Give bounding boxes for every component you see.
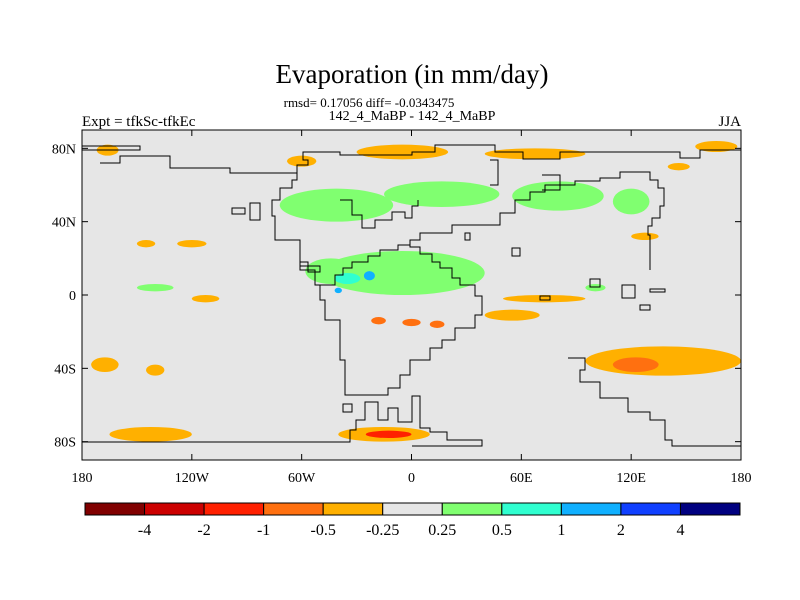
coast-eurasia xyxy=(271,171,665,286)
colorbar-label: 0.5 xyxy=(492,522,512,539)
coast-gondwana xyxy=(319,245,483,396)
region-pacific-west-1 xyxy=(136,240,156,248)
colorbar-swatch xyxy=(144,502,205,516)
region-gondwana-teal-1 xyxy=(334,273,361,284)
island-7 xyxy=(464,232,471,241)
colorbar-swatch xyxy=(322,502,384,516)
colorbar-swatch xyxy=(203,502,265,516)
chart-subtitle: 142_4_MaBP - 142_4_MaBP xyxy=(329,109,496,124)
region-arctic-east-europe xyxy=(356,144,449,160)
colorbar-swatch xyxy=(501,502,562,516)
x-axis: 180 120W 60W 0 60E 120E 180 xyxy=(72,130,752,486)
right-label: JJA xyxy=(718,114,741,130)
coast-eurasia-inner xyxy=(340,199,419,229)
colorbar-label: 0.25 xyxy=(428,522,456,539)
region-tropical-atlantic xyxy=(191,295,220,303)
island-10 xyxy=(639,304,651,311)
island-8 xyxy=(539,295,551,301)
colorbar-label: 2 xyxy=(617,522,625,539)
region-equatorial-band-east xyxy=(585,284,606,292)
colorbar-label: -4 xyxy=(138,522,151,539)
colorbar-label: -0.25 xyxy=(366,522,399,539)
colorbar-swatch xyxy=(263,502,324,516)
coast-north-america xyxy=(100,144,741,174)
region-arctic-siberia xyxy=(484,148,586,160)
colorbar-label: -2 xyxy=(197,522,210,539)
y-tick-label: 40S xyxy=(54,362,76,377)
colorbar-swatch xyxy=(620,502,681,516)
island-2 xyxy=(249,202,261,221)
island-5 xyxy=(589,278,601,288)
region-eurasia-mid-east xyxy=(512,181,604,211)
colorbar-label: -0.5 xyxy=(311,522,336,539)
x-tick-label: 180 xyxy=(72,471,93,486)
coast-gondwana-east xyxy=(568,357,741,447)
island-1 xyxy=(231,207,246,215)
island-3 xyxy=(621,284,636,299)
region-north-america-west xyxy=(287,155,317,167)
region-gondwana-teal-2 xyxy=(334,287,342,294)
region-arctic-kamchatka xyxy=(667,163,690,171)
colorbar: -4 -2 -1 -0.5 -0.25 0.25 0.5 1 2 4 xyxy=(84,502,741,539)
colorbar-swatch xyxy=(679,502,741,516)
left-label: Expt = tfkSc-tfkEc xyxy=(82,114,196,130)
island-11 xyxy=(490,159,499,186)
y-tick-label: 40N xyxy=(52,216,76,231)
colorbar-label: -1 xyxy=(257,522,270,539)
region-south-indian xyxy=(585,346,742,376)
colorbar-swatch xyxy=(441,502,503,516)
region-equatorial-cyan xyxy=(363,271,375,281)
colorbar-swatch xyxy=(84,502,146,516)
region-eurasia-mid-west xyxy=(279,188,394,222)
colorbar-label: 4 xyxy=(676,522,684,539)
y-tick-label: 0 xyxy=(69,289,76,304)
region-east-asia xyxy=(612,188,650,215)
region-spot-2 xyxy=(429,320,445,329)
chart-stats: rmsd= 0.17056 diff= -0.0343475 xyxy=(284,95,455,110)
continent-outlines xyxy=(82,144,741,447)
island-12 xyxy=(542,174,561,191)
region-antarctic-red xyxy=(365,430,412,439)
region-west-pacific-eq xyxy=(136,284,174,292)
region-pacific-west-2 xyxy=(177,240,207,248)
x-tick-label: 120E xyxy=(616,471,646,486)
x-tick-label: 120W xyxy=(175,471,210,486)
colorbar-swatch xyxy=(382,502,443,516)
x-tick-label: 60W xyxy=(288,471,316,486)
region-tethys-east xyxy=(503,295,586,303)
y-tick-label: 80N xyxy=(52,142,76,157)
y-tick-label: 80S xyxy=(54,436,76,451)
colorbar-label: 1 xyxy=(557,522,565,539)
x-tick-label: 0 xyxy=(408,471,415,486)
colorbar-swatch xyxy=(560,502,622,516)
island-6 xyxy=(511,247,521,257)
region-spot-3 xyxy=(402,318,421,327)
map-plot-area: 180 120W 60W 0 60E 120E 180 80N 40N 0 40S 80S xyxy=(52,129,752,486)
region-south-pacific-2 xyxy=(146,364,165,376)
region-arctic-ne-siberia xyxy=(695,141,738,152)
y-axis: 80N 40N 0 40S 80S xyxy=(52,142,741,451)
region-south-indian-core xyxy=(612,357,659,372)
coast-south xyxy=(82,395,483,447)
region-spot-1 xyxy=(371,317,386,325)
region-south-atlantic xyxy=(484,309,540,321)
region-eurasia-mid-center xyxy=(384,181,500,208)
region-indian-small xyxy=(631,232,659,240)
region-antarctic-band xyxy=(109,427,192,442)
chart-title: Evaporation (in mm/day) xyxy=(276,59,549,89)
island-4 xyxy=(649,288,666,293)
region-south-pacific-1 xyxy=(91,357,119,372)
x-tick-label: 180 xyxy=(731,471,752,486)
island-9 xyxy=(342,403,353,413)
x-tick-label: 60E xyxy=(510,471,533,486)
coast-arctic xyxy=(82,145,141,151)
